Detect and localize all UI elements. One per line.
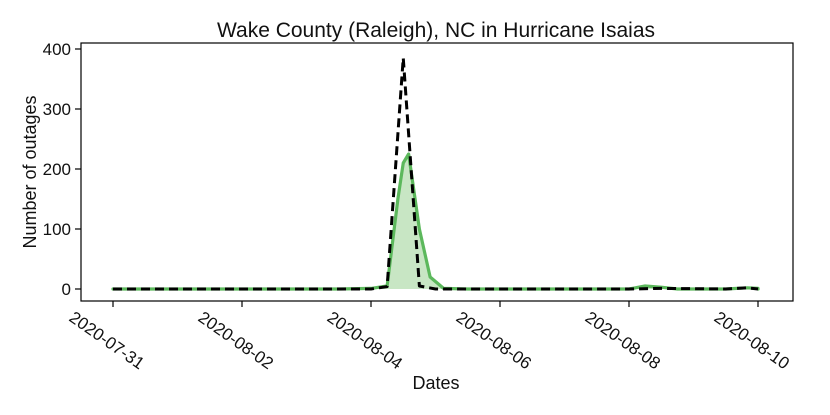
y-tick-label: 100 [43, 220, 71, 239]
x-tick-label: 2020-08-04 [324, 308, 406, 373]
x-tick-label: 2020-08-02 [195, 308, 277, 373]
y-tick-label: 0 [62, 280, 71, 299]
x-tick-label: 2020-08-08 [582, 308, 664, 373]
series-1-line [111, 152, 760, 291]
x-axis-label: Dates [412, 373, 459, 393]
x-tick-label: 2020-08-06 [453, 308, 535, 373]
y-tick-label: 200 [43, 160, 71, 179]
y-tick-label: 400 [43, 40, 71, 59]
plot-marks [111, 56, 760, 291]
y-axis-ticks: 0 100 200 300 400 [43, 40, 81, 299]
x-tick-label: 2020-07-31 [66, 308, 148, 373]
chart-title: Wake County (Raleigh), NC in Hurricane I… [217, 19, 655, 42]
y-axis-label: Number of outages [20, 95, 40, 248]
series-1-area [113, 154, 759, 289]
y-tick-label: 300 [43, 100, 71, 119]
plot-frame [80, 42, 794, 302]
x-tick-label: 2020-08-10 [711, 308, 793, 373]
series-2-line [113, 56, 759, 291]
x-axis-ticks: 2020-07-31 2020-08-02 2020-08-04 2020-08-06… [66, 301, 793, 373]
